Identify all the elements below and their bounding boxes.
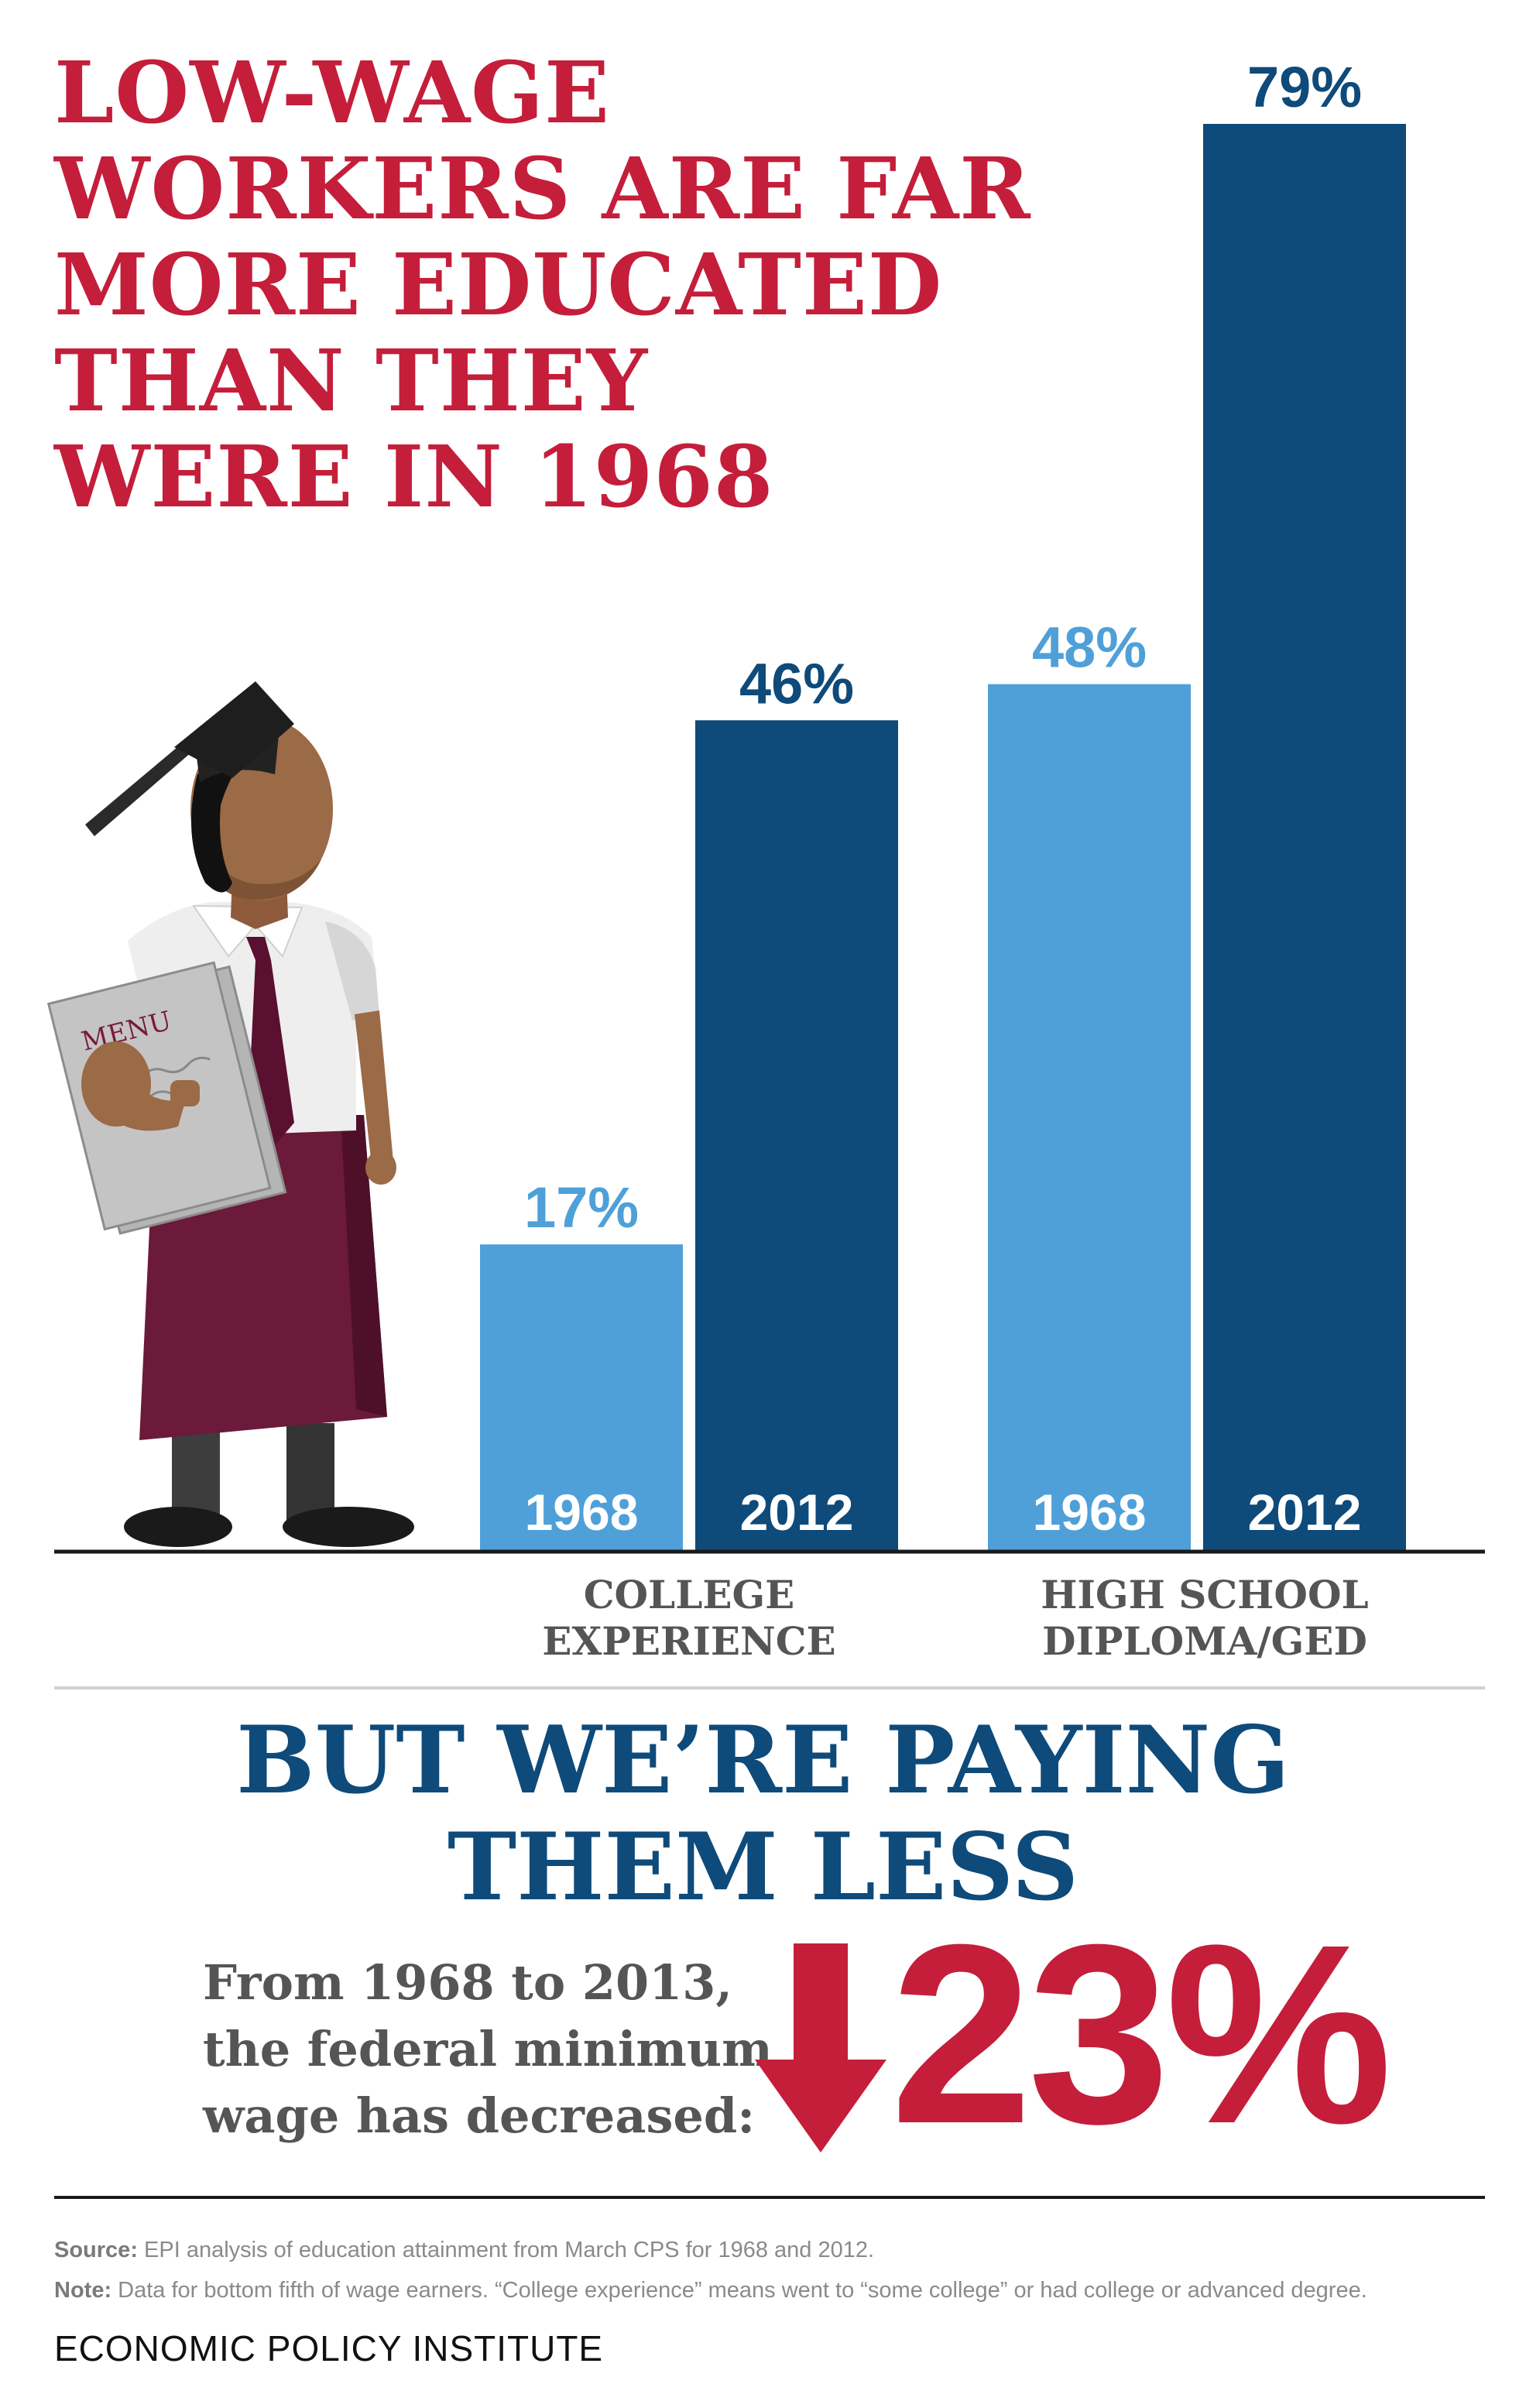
wage-description: From 1968 to 2013, the federal minimum w… xyxy=(203,1950,773,2149)
source-note: Source: EPI analysis of education attain… xyxy=(54,2238,874,2263)
bar-2012-high-school xyxy=(1203,124,1406,1552)
bar-2012-college xyxy=(695,720,898,1552)
data-note: Note: Data for bottom fifth of wage earn… xyxy=(54,2278,1367,2303)
headline-line: WORKERS ARE FAR xyxy=(54,139,1031,238)
bar-value-label: 46% xyxy=(739,651,854,715)
graduate-waiter-illustration: MENU xyxy=(46,681,414,1547)
source-label: Source: xyxy=(54,2238,138,2262)
bar-chart: MENU 17% 1968 46% 2012 48% 1968 79% 2012 xyxy=(46,55,1485,1554)
headline-line: THAN THEY xyxy=(54,331,649,430)
note-text: Data for bottom fifth of wage earners. “… xyxy=(111,2278,1367,2303)
bar-value-label: 79% xyxy=(1247,55,1362,119)
headline-line: MORE EDUCATED xyxy=(54,235,943,334)
bar-value-label: 17% xyxy=(524,1175,639,1240)
down-arrow-icon xyxy=(755,1943,886,2152)
bar-year-label: 1968 xyxy=(525,1484,639,1541)
bar-value-label: 48% xyxy=(1032,616,1147,680)
wage-line: wage has decreased: xyxy=(203,2087,756,2144)
subheadline-line: BUT WE’RE PAYING xyxy=(236,1706,1290,1815)
headline-line: WERE IN 1968 xyxy=(54,427,774,527)
source-text: EPI analysis of education attainment fro… xyxy=(137,2238,875,2262)
section-divider xyxy=(54,1686,1485,1689)
bar-1968-high-school xyxy=(988,684,1191,1552)
bar-year-label: 2012 xyxy=(740,1484,854,1541)
bar-1968-college xyxy=(480,1244,683,1552)
category-label-college: COLLEGE EXPERIENCE xyxy=(542,1572,836,1664)
footer-rule xyxy=(54,2196,1485,2199)
headline-line: LOW-WAGE xyxy=(54,43,610,142)
bar-year-label: 2012 xyxy=(1248,1484,1362,1541)
wage-line: From 1968 to 2013, xyxy=(203,1954,732,2011)
headline: LOW-WAGE WORKERS ARE FAR MORE EDUCATED T… xyxy=(54,45,1138,525)
subheadline: BUT WE’RE PAYING THEM LESS xyxy=(0,1707,1526,1921)
category-label-high-school: HIGH SCHOOL DIPLOMA/GED xyxy=(1041,1572,1369,1664)
subheadline-line: THEM LESS xyxy=(447,1813,1079,1922)
wage-line: the federal minimum xyxy=(203,2021,773,2077)
note-label: Note: xyxy=(54,2278,112,2303)
bar-year-label: 1968 xyxy=(1033,1484,1147,1541)
wage-decrease-value: 23% xyxy=(890,1891,1392,2176)
bars-group: 17% 1968 46% 2012 48% 1968 79% 2012 xyxy=(480,55,1406,1552)
organization-name: ECONOMIC POLICY INSTITUTE xyxy=(54,2328,604,2369)
